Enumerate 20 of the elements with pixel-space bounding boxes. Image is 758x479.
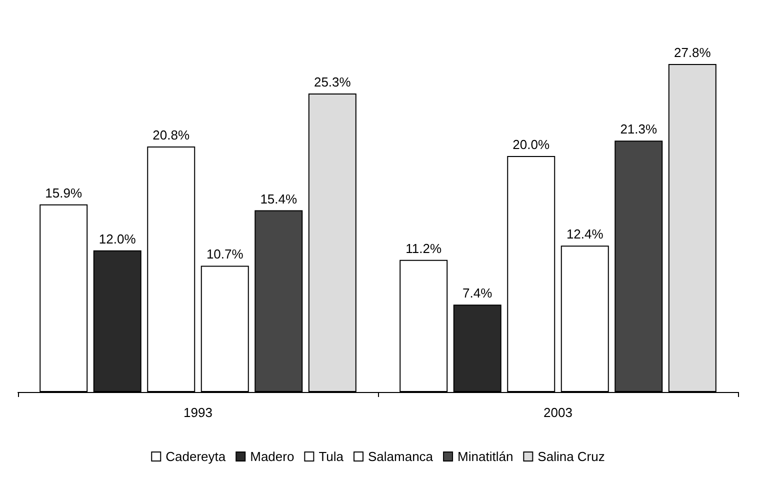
x-tick-label: 2003 (544, 405, 572, 420)
x-tick-label: 1993 (184, 405, 212, 420)
data-label: 11.2% (406, 240, 442, 256)
data-label: 20.0% (512, 137, 550, 152)
data-label: 10.7% (206, 246, 244, 262)
data-label: 12.0% (98, 231, 136, 246)
data-label: 15.9% (45, 185, 82, 200)
data-label: 20.8% (152, 128, 190, 143)
legend-label: Cadereyta (166, 449, 226, 464)
data-label: 12.4% (566, 226, 604, 242)
legend-label: Minatitlán (458, 449, 514, 464)
legend-label: Salamanca (368, 449, 434, 464)
legend-label: Madero (250, 449, 294, 464)
legend-label: Tula (318, 449, 344, 464)
data-label: 27.8% (674, 44, 712, 60)
data-label: 25.3% (314, 74, 352, 90)
data-label: 7.4% (462, 286, 493, 301)
legend-label: Salina Cruz (538, 449, 605, 464)
data-label: 21.3% (620, 122, 658, 137)
data-label: 15.4% (260, 191, 298, 206)
